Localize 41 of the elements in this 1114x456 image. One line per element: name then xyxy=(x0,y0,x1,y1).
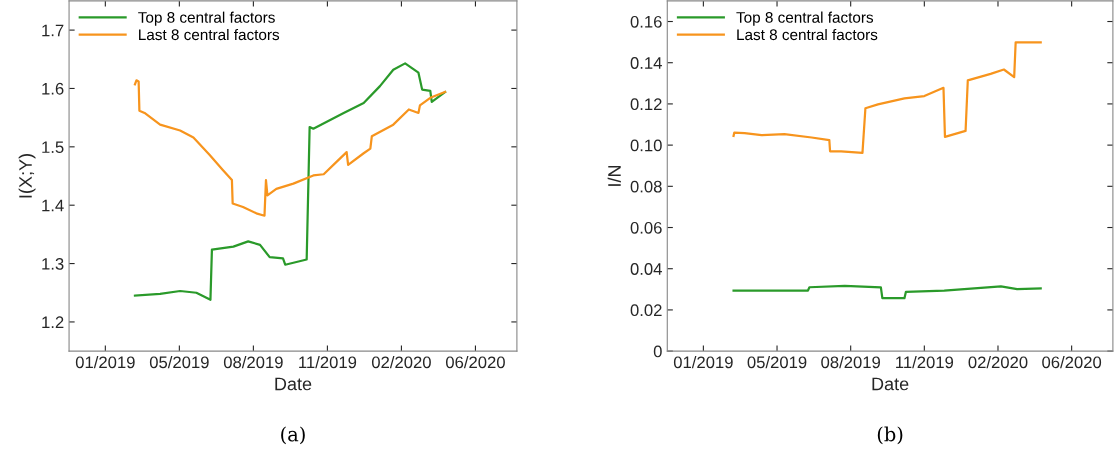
y-tick-label: 1.3 xyxy=(42,257,64,270)
y-tick-label: 0.04 xyxy=(630,263,662,275)
y-tick-label: 0 xyxy=(653,345,662,358)
x-tick-label: 01/2019 xyxy=(75,355,135,369)
text: (a) xyxy=(281,426,305,445)
x-tick-label: 06/2020 xyxy=(1042,355,1102,369)
x-tick-label: 02/2020 xyxy=(968,355,1028,369)
legend-label: Last 8 central factors xyxy=(737,28,878,41)
x-tick-label: 05/2019 xyxy=(149,355,209,369)
line-series xyxy=(732,284,1042,300)
y-tick-label: 1.4 xyxy=(42,199,64,212)
y-tick-label: 1.6 xyxy=(42,82,64,95)
text: (b) xyxy=(877,426,903,445)
y-tick-label: 0.14 xyxy=(630,57,662,69)
legend-label: Last 8 central factors xyxy=(139,28,280,41)
y-tick-label: 1.2 xyxy=(42,316,64,328)
y-tick-label: 1.5 xyxy=(42,141,64,154)
y-tick-label: 1.7 xyxy=(42,24,64,37)
y-tick-label: 0.02 xyxy=(630,304,662,317)
x-tick-label: 06/2020 xyxy=(445,355,505,369)
y-tick-label: 0.08 xyxy=(630,180,662,193)
y-axis-title: I(X;Y) xyxy=(18,154,36,198)
x-tick-label: 01/2019 xyxy=(673,355,733,369)
line-series xyxy=(133,79,447,217)
y-tick-label: 0.12 xyxy=(630,98,662,111)
x-tick-label: 08/2019 xyxy=(223,355,283,369)
line-series xyxy=(133,62,447,301)
x-axis-title: Date xyxy=(275,377,312,391)
y-tick-label: 0.10 xyxy=(630,139,662,152)
y-tick-label: 0.16 xyxy=(630,15,662,28)
y-axis-title: I/N xyxy=(607,165,621,186)
line-series xyxy=(732,41,1042,155)
y-tick-label: 0.06 xyxy=(630,221,662,234)
x-tick-label: 08/2019 xyxy=(821,355,881,369)
x-axis-title: Date xyxy=(872,377,909,391)
x-tick-label: 11/2019 xyxy=(299,355,357,369)
x-tick-label: 11/2019 xyxy=(896,355,954,369)
x-tick-label: 02/2020 xyxy=(371,355,431,369)
x-tick-label: 05/2019 xyxy=(747,355,807,369)
legend-label: Top 8 central factors xyxy=(736,11,874,26)
legend-label: Top 8 central factors xyxy=(138,11,275,26)
